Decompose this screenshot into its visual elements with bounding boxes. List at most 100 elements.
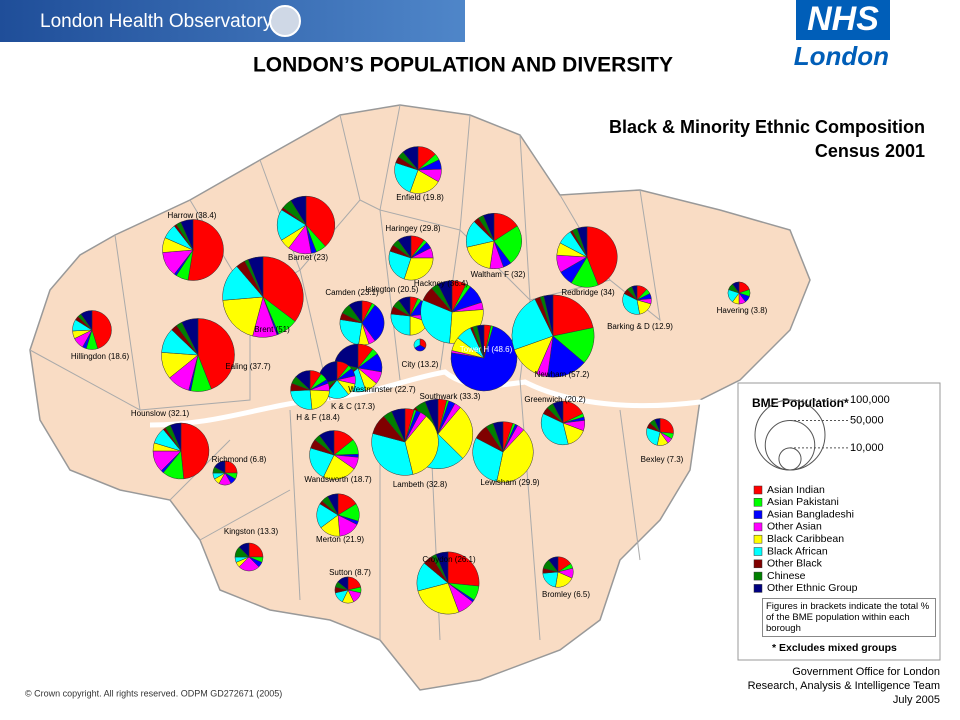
pie-slice [404,415,439,475]
pie-slice [388,250,412,280]
borough-label: Brent (51) [254,325,290,334]
pie-slice [290,389,313,410]
banner-text: London Health Observatory [40,11,273,32]
borough-label: Richmond (6.8) [212,455,267,464]
pies: Enfield (19.8) Harrow (38.4) Barnet (23) Ha… [71,146,768,615]
pie-slice [348,300,363,324]
legend-swatch [753,559,763,569]
borough-label: Barnet (23) [288,253,328,262]
pie-slice [371,433,414,476]
size-label: 100,000 [850,394,890,406]
pie-slice [493,225,523,264]
thames [149,369,761,428]
legend-label: Other Black [767,558,823,570]
pie-slice [732,281,740,294]
pie-slice [295,370,311,391]
borough-label: Lewisham (29.9) [480,478,539,487]
pie-slice [262,256,304,322]
borough-label: Merton (21.9) [316,535,364,544]
pie-slice [413,338,421,349]
legend-swatch [753,534,763,544]
pie-slice [361,304,385,342]
pie-slice [435,551,449,584]
pie-slice [187,219,224,281]
pie-slice [402,146,419,171]
pie-slice [398,296,411,317]
pie-slice [391,408,406,443]
pie-slice [472,437,504,482]
legend-label: Black African [767,545,828,557]
borough-label: Redbridge (34) [561,288,615,297]
borough-label: Ealing (37.7) [225,362,271,371]
legend-label: Chinese [767,570,806,582]
borough-label: Hackney (36.4) [414,279,469,288]
pie-slice [631,285,638,301]
size-label: 10,000 [850,442,884,454]
map-title: Black & Minority Ethnic Composition [609,117,925,137]
pie-slice [437,280,453,313]
pie-slice [318,430,335,456]
legend-label: Asian Pakistani [767,496,839,508]
borough-label: Greenwich (20.2) [524,395,586,404]
pie-slice [323,454,355,480]
pie-slice [222,296,264,337]
pie-slice [543,294,554,337]
nhs-logo: NHS [807,0,879,38]
pie-slice [197,318,235,390]
borough-label: Hillingdon (18.6) [71,352,130,361]
nhs-logo-box [796,0,890,40]
pie-slice [394,162,419,193]
legend-label: Black Caribbean [767,533,844,545]
borough-label: Bexley (7.3) [641,455,684,464]
legend-label: Other Ethnic Group [767,582,858,594]
pie-slice [552,294,594,337]
pie-slice [420,299,453,344]
pie-slice [447,551,480,587]
pie-slice [91,310,112,349]
borough-label: Croydon (26.1) [422,555,476,564]
legend-title: BME Population* [752,396,849,410]
pie-slice [437,406,474,459]
borough-label: Harrow (38.4) [168,211,217,220]
legend-label: Asian Indian [767,484,825,496]
borough-label: Kingston (13.3) [224,527,279,536]
legend-footnote: * Excludes mixed groups [772,642,897,654]
size-label: 50,000 [850,414,884,426]
pie-slice [309,447,335,478]
pie-slice [417,582,460,615]
pie-slice [476,324,485,359]
pie-slice [409,169,439,194]
borough-label: Waltham F (32) [471,270,526,279]
source-line: Government Office for London [792,666,940,678]
borough-label: Westminster (22.7) [348,385,416,394]
source-line: Research, Analysis & Intelligence Team [748,680,940,692]
legend-swatch [753,571,763,581]
borough-label: Barking & D (12.9) [607,322,673,331]
pie-slice [622,293,640,315]
pie-slice [397,235,412,259]
legend-swatch [753,584,763,593]
borough-label: Hounslow (32.1) [131,409,190,418]
pie-slice [576,226,588,258]
borough-label: City (13.2) [402,360,439,369]
legend-note: Figures in brackets indicate the total %… [762,598,936,637]
pie-slice [540,413,569,446]
borough-label: H & F (18.4) [296,413,340,422]
borough-label: Tower H (48.6) [460,345,513,354]
borough-label: Camden (23.1) [325,288,379,297]
borough-label: Islington (20.5) [366,285,419,294]
logo-icon [269,5,301,37]
pie-slice [654,418,661,433]
borough-label: Wandsworth (18.7) [304,475,372,484]
borough-label: Enfield (19.8) [396,193,444,202]
pie-slice [80,310,93,331]
borough-label: Haringey (29.8) [385,224,440,233]
legend-label: Asian Bangladeshi [767,508,854,520]
legend-swatch [753,485,763,495]
pie-slice [181,318,199,356]
map-subtitle: Census 2001 [815,141,925,161]
borough-label: Havering (3.8) [717,306,768,315]
legend-swatch [753,522,763,532]
